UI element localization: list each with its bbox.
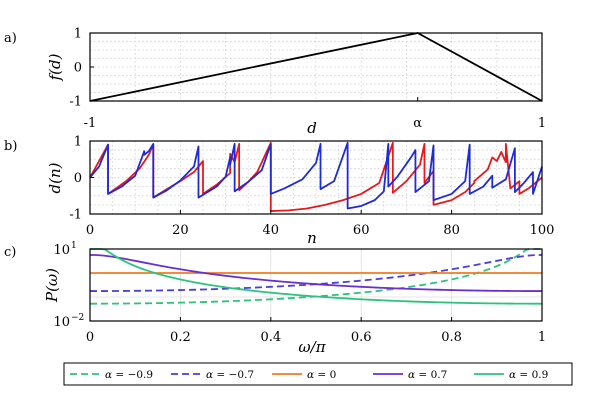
x-tick-label: 40 — [263, 223, 280, 238]
legend-label-symbol: α — [105, 369, 112, 381]
legend-label-equals: = — [213, 369, 228, 381]
series-alpha--0p9-line — [90, 248, 542, 305]
legend-label: α = −0.9 — [105, 369, 153, 381]
chart-c-xlabel: ω/π — [298, 338, 326, 356]
legend-label: α = 0.7 — [408, 369, 447, 381]
legend-label: α = −0.7 — [206, 369, 254, 381]
legend-label-symbol: α — [307, 369, 314, 381]
legend-label-symbol: α — [509, 369, 516, 381]
chart-a: -1 α 1 -1 0 1 d f(d) — [46, 27, 546, 138]
x-tick-label: 0.8 — [441, 330, 462, 345]
chart-b-xlabel: n — [307, 229, 317, 247]
y-tick-exponent: −2 — [71, 313, 84, 323]
x-tick-label: 80 — [443, 223, 460, 238]
x-tick-label: -1 — [84, 116, 97, 131]
legend-label-value: 0.9 — [532, 369, 549, 381]
y-tick-label: 0 — [74, 61, 82, 76]
y-tick-label: -1 — [69, 208, 82, 223]
chart-b-grid — [90, 141, 542, 214]
chart-a-xlabel: d — [307, 119, 317, 137]
y-tick-label: 10 — [53, 315, 70, 330]
series-alpha-0p9-line — [90, 248, 542, 305]
x-tick-label: 0.4 — [260, 330, 281, 345]
x-tick-label: 1 — [538, 330, 546, 345]
x-tick-label: 0.2 — [170, 330, 191, 345]
legend-box — [63, 362, 573, 386]
panel-label-b: b) — [4, 139, 17, 154]
chart-c-ylabel: P(ω) — [43, 268, 61, 303]
legend-label-value: 0.7 — [431, 369, 448, 381]
y-tick-label: 10 — [53, 243, 70, 258]
chart-a-ylabel: f(d) — [46, 53, 64, 81]
x-tick-label: 60 — [353, 223, 370, 238]
legend-label: α = 0 — [307, 369, 336, 381]
x-tick-label: 100 — [530, 223, 555, 238]
chart-a-grid — [90, 33, 542, 101]
x-tick-label: 20 — [172, 223, 189, 238]
legend-label-equals: = — [415, 369, 430, 381]
legend-label-value: −0.7 — [229, 369, 255, 381]
chart-c-frame — [89, 248, 543, 322]
x-tick-label: 0 — [86, 330, 94, 345]
legend-label-symbol: α — [408, 369, 415, 381]
x-tick-label: 1 — [538, 116, 546, 131]
series-blue-line — [89, 141, 543, 210]
legend-label-equals: = — [516, 369, 531, 381]
x-tick-label: 0 — [86, 223, 94, 238]
legend-label-equals: = — [314, 369, 329, 381]
legend-label-value: 0 — [330, 369, 337, 381]
y-tick-exponent: 1 — [71, 241, 77, 251]
x-tick-label: 0.6 — [351, 330, 372, 345]
y-tick-label: -1 — [69, 95, 82, 110]
legend-label-symbol: α — [206, 369, 213, 381]
chart-b: 0 20 40 60 80 100 -101 n d(n) — [46, 135, 554, 248]
y-tick-label: 0 — [74, 171, 82, 186]
chart-b-ylabel: d(n) — [46, 162, 64, 193]
panel-label-a: a) — [4, 31, 17, 46]
series-alpha-0p7-line — [89, 254, 542, 292]
panel-label-c: c) — [4, 245, 16, 260]
y-tick-label: 1 — [74, 135, 82, 150]
chart-c: 0 0.2 0.4 0.6 0.8 1 10 110 −2 ω/π P(ω) — [43, 241, 546, 356]
legend-label-value: −0.9 — [128, 369, 154, 381]
legend-label: α = 0.9 — [509, 369, 548, 381]
y-tick-label: 1 — [74, 27, 82, 42]
x-tick-label: α — [413, 116, 422, 131]
legend-label-equals: = — [112, 369, 127, 381]
